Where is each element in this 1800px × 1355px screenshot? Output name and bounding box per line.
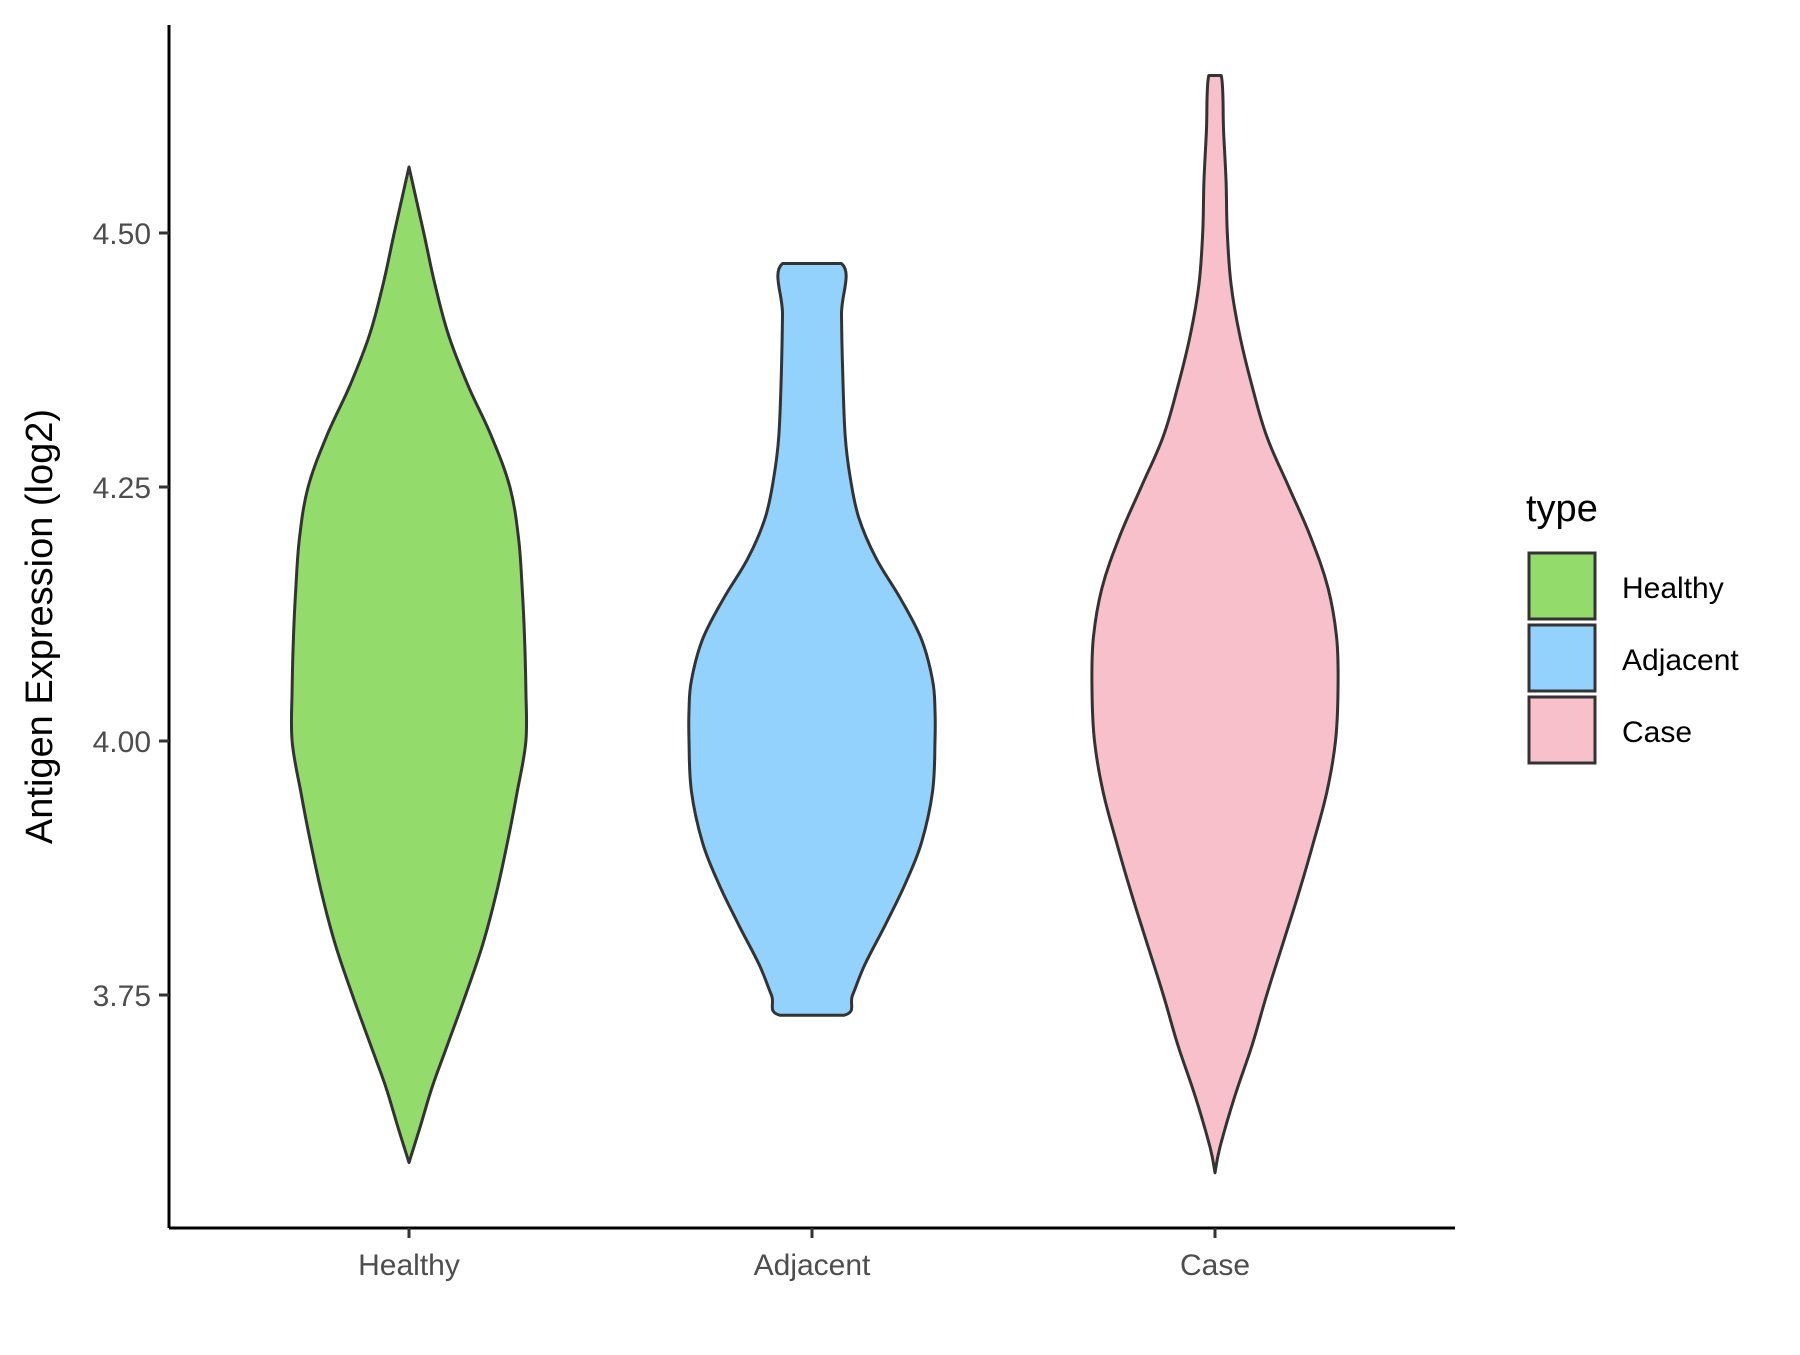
x-tick-label: Adjacent xyxy=(754,1249,871,1282)
violin-adjacent xyxy=(687,262,937,1017)
axes-layer: 3.75 4.00 4.25 4.50 Healthy Adjacent Case xyxy=(93,25,1455,1282)
legend-swatch-adjacent xyxy=(1527,623,1597,693)
legend: type Healthy Adjacent Case xyxy=(1526,488,1739,765)
y-tick-label: 4.25 xyxy=(93,472,151,505)
x-tick-label: Healthy xyxy=(358,1249,460,1282)
legend-label-adjacent: Adjacent xyxy=(1622,644,1739,677)
legend-items: Healthy Adjacent Case xyxy=(1527,551,1739,765)
legend-swatch-healthy xyxy=(1527,551,1597,621)
x-tick-label: Case xyxy=(1180,1249,1250,1282)
violin-case xyxy=(1090,74,1340,1175)
x-ticks: Healthy Adjacent Case xyxy=(358,1228,1250,1282)
y-tick-label: 3.75 xyxy=(93,980,151,1013)
legend-swatch-case xyxy=(1527,695,1597,765)
legend-label-healthy: Healthy xyxy=(1622,572,1724,605)
y-ticks: 3.75 4.00 4.25 4.50 xyxy=(93,218,169,1013)
violin-healthy xyxy=(289,165,529,1165)
y-axis-title: Antigen Expression (log2) xyxy=(19,409,61,844)
legend-title: type xyxy=(1526,488,1598,530)
legend-label-case: Case xyxy=(1622,716,1692,749)
y-tick-label: 4.50 xyxy=(93,218,151,251)
y-tick-label: 4.00 xyxy=(93,726,151,759)
violin-layer xyxy=(289,74,1340,1175)
